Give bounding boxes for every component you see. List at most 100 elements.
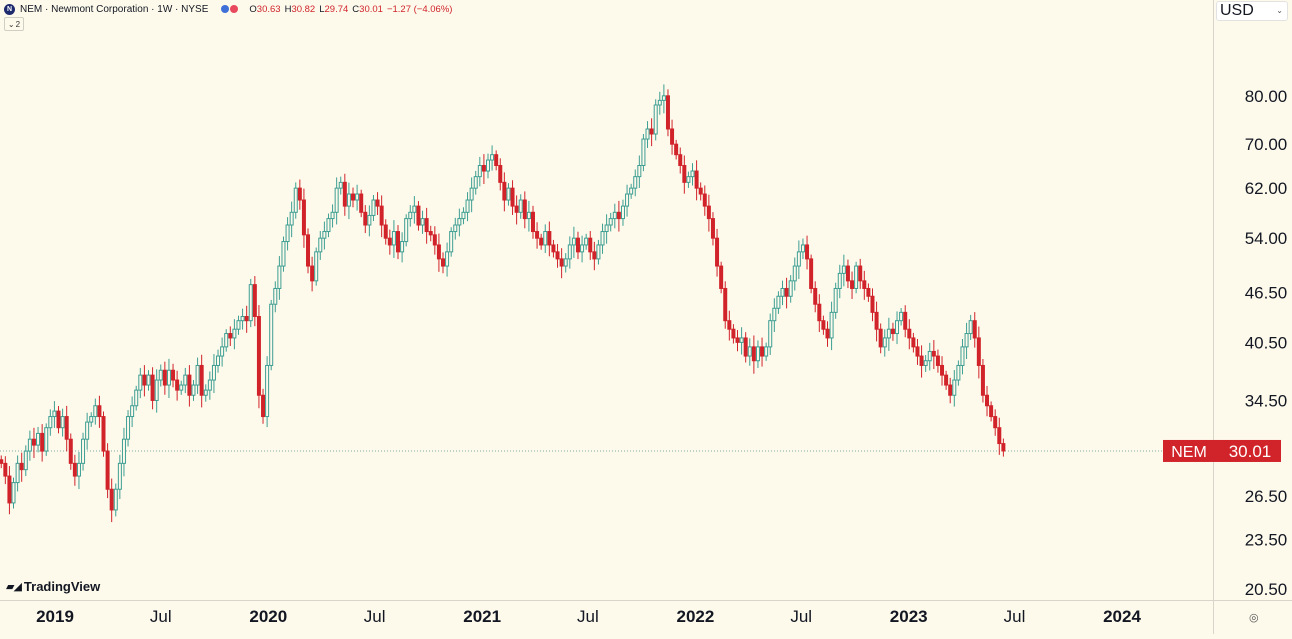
candle-body: [551, 244, 556, 253]
candle-body: [310, 265, 315, 282]
candle-body: [768, 320, 773, 348]
candle-body: [829, 311, 834, 339]
candle-body: [400, 241, 405, 253]
candle-body: [690, 170, 695, 178]
candle-body: [620, 205, 625, 220]
candle-body: [674, 143, 679, 156]
candle-body: [76, 462, 81, 477]
candle-body: [805, 244, 810, 260]
candle-body: [698, 187, 703, 195]
candle-body: [575, 237, 580, 253]
candle-body: [97, 405, 102, 418]
candle-body: [252, 284, 257, 318]
time-tick-label: 2023: [890, 607, 928, 626]
candle-body: [915, 346, 920, 357]
ohlc-change: −1.27 (−4.06%): [386, 3, 453, 15]
candle-body: [285, 224, 290, 243]
candle-body: [346, 193, 351, 207]
candle-body: [543, 231, 548, 246]
candle-body: [514, 205, 519, 213]
last-price-value: 30.01: [1229, 442, 1272, 461]
currency-selector[interactable]: USD ⌄: [1216, 1, 1288, 21]
candle-body: [477, 165, 482, 178]
candle-body: [256, 316, 261, 396]
candle-body: [261, 394, 266, 418]
candle-body: [715, 237, 720, 267]
time-tick-label: 2024: [1103, 607, 1141, 626]
ohlc-low-value: 29.74: [324, 3, 349, 15]
candle-body: [183, 374, 188, 386]
candle-body: [60, 416, 65, 429]
candle-body: [277, 265, 282, 289]
candle-body: [964, 333, 969, 348]
candle-body: [449, 231, 454, 253]
candle-body: [858, 265, 863, 282]
candle-body: [171, 369, 176, 381]
candle-body: [195, 364, 200, 386]
ohlc-low-key: L: [319, 3, 325, 15]
candle-body: [735, 337, 740, 343]
candle-body: [269, 303, 274, 366]
indicator-count: 2: [15, 19, 21, 29]
candle-body: [526, 211, 531, 220]
time-tick-label: Jul: [364, 607, 386, 626]
price-tick-label: 54.00: [1245, 229, 1288, 248]
candle-body: [158, 369, 163, 381]
candle-body: [445, 251, 450, 267]
candle-body: [498, 165, 503, 183]
candle-body: [387, 237, 392, 246]
candle-body: [563, 258, 568, 267]
candle-body: [821, 320, 826, 330]
candle-body: [539, 237, 544, 246]
candle-body: [760, 346, 765, 357]
candle-body: [927, 350, 932, 362]
candle-body: [604, 224, 609, 233]
candle-body: [903, 311, 908, 330]
chevron-down-icon: ⌄: [1276, 6, 1283, 15]
indicators-collapse-button[interactable]: ⌄ 2: [4, 17, 24, 31]
candle-body: [150, 374, 155, 401]
candle-body: [739, 337, 744, 343]
candle-body: [15, 462, 20, 484]
candle-body: [216, 355, 221, 366]
flag-red-icon: [230, 5, 239, 13]
candle-body: [788, 280, 793, 297]
candle-body: [670, 128, 675, 145]
candle-body: [265, 364, 270, 418]
candle-body: [629, 187, 634, 195]
candle-body: [68, 438, 73, 464]
candle-body: [408, 211, 413, 220]
ohlc-values: O30.63 H30.82 L29.74 C30.01 −1.27 (−4.06…: [249, 4, 452, 15]
candle-body: [608, 218, 613, 226]
ohlc-open-value: 30.63: [256, 3, 281, 15]
candle-body: [363, 211, 368, 226]
candle-body: [522, 199, 527, 220]
candle-body: [641, 138, 646, 167]
candle-body: [776, 295, 781, 309]
currency-label: USD: [1220, 2, 1254, 19]
candle-body: [342, 181, 347, 207]
candle-body: [870, 295, 875, 313]
candle-body: [142, 374, 147, 386]
tradingview-logo[interactable]: ▰◢ TradingView: [6, 579, 100, 594]
candle-body: [661, 95, 666, 101]
settings-icon[interactable]: ◎: [1249, 612, 1259, 624]
candle-body: [31, 438, 36, 446]
candle-body: [211, 364, 216, 381]
candle-body: [453, 224, 458, 233]
candle-body: [890, 328, 895, 335]
candle-body: [706, 205, 711, 220]
candle-body: [179, 384, 184, 391]
flag-icon[interactable]: [221, 5, 239, 13]
candle-body: [837, 272, 842, 289]
candle-body: [649, 128, 654, 135]
candle-body: [1001, 443, 1006, 452]
candle-body: [27, 438, 32, 452]
price-tick-label: 40.50: [1245, 333, 1288, 352]
candle-body: [506, 187, 511, 201]
candle-body: [968, 320, 973, 335]
tradingview-wordmark: TradingView: [23, 579, 101, 594]
symbol-title[interactable]: NEM · Newmont Corporation · 1W · NYSE: [20, 3, 209, 15]
